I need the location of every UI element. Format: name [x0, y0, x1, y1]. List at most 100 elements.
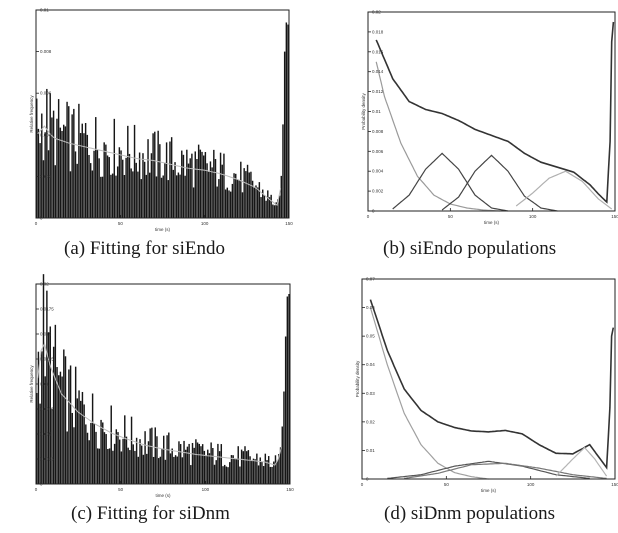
- histogram-bar: [262, 466, 265, 484]
- histogram-bar: [159, 456, 162, 484]
- component-density-line: [387, 460, 590, 479]
- y-tick-label: 0.04: [366, 362, 375, 367]
- histogram-bar: [224, 189, 227, 218]
- histogram-bar: [64, 356, 67, 484]
- y-axis-label: Probability density: [355, 360, 360, 397]
- histogram-bar: [252, 458, 255, 484]
- histogram-bar: [169, 453, 172, 484]
- histogram-bar: [152, 456, 155, 484]
- histogram-bar: [147, 139, 149, 218]
- histogram-bar: [227, 467, 229, 484]
- histogram-bar: [243, 168, 245, 218]
- histogram-bar: [255, 185, 257, 218]
- histogram-bar: [265, 200, 267, 218]
- x-tick-label: 0: [35, 221, 38, 226]
- histogram-bar: [168, 432, 170, 484]
- histogram-bar: [89, 163, 92, 218]
- histogram-bar: [203, 450, 206, 484]
- histogram-bar: [49, 326, 51, 484]
- histogram-bar: [221, 164, 223, 218]
- histogram-bar: [44, 376, 46, 484]
- mixture-density-line: [375, 21, 615, 204]
- histogram-bar: [199, 149, 202, 218]
- histogram-bar: [210, 442, 212, 484]
- y-tick-label: 0: [40, 216, 43, 221]
- y-tick-label: 0.004: [372, 169, 384, 174]
- histogram-bar: [233, 173, 235, 218]
- histogram-bar: [88, 154, 90, 218]
- histogram-bar: [211, 167, 213, 218]
- histogram-bar: [111, 173, 114, 218]
- histogram-bar: [229, 462, 231, 484]
- histogram-bar: [191, 442, 194, 484]
- panel-d-sidnm-populations: 0 50 100 150 0 0.01 0.02 0.03 0.04 0.05 0.06 0.07 ti…: [355, 277, 618, 494]
- histogram-bar: [133, 124, 136, 218]
- histogram-bar: [123, 175, 126, 218]
- component-density-line: [515, 170, 613, 210]
- histogram-bar: [246, 164, 249, 218]
- histogram-bar: [41, 351, 43, 484]
- y-tick-label: 0.002: [372, 189, 384, 194]
- histogram-bar: [56, 118, 58, 218]
- histogram-bar: [195, 439, 197, 484]
- histogram-bar: [163, 435, 165, 484]
- histogram-bar: [245, 171, 247, 218]
- histogram-bar: [105, 144, 107, 218]
- histogram-bar: [213, 464, 216, 484]
- histogram-bar: [259, 457, 261, 484]
- y-tick-label: 0.06: [366, 305, 375, 310]
- histogram-bar: [154, 427, 156, 484]
- histogram-bar: [110, 174, 112, 218]
- histogram-bar: [69, 365, 72, 484]
- histogram-bar: [287, 24, 289, 219]
- histogram-bar: [258, 182, 261, 218]
- plot-frame: [35, 9, 290, 219]
- histogram-bar: [151, 427, 153, 484]
- histogram-bar: [129, 450, 131, 484]
- histogram-bar: [115, 175, 117, 218]
- histogram-bar: [145, 174, 148, 218]
- histogram-bar: [184, 175, 186, 218]
- histogram-bar: [277, 199, 279, 218]
- histogram-bar: [240, 161, 242, 218]
- x-tick-label: 100: [202, 487, 210, 492]
- histogram-bar: [110, 405, 112, 484]
- y-tick-label: 0.0025: [40, 457, 54, 462]
- y-tick-label: 0.002: [40, 174, 52, 179]
- histogram-bar: [245, 451, 248, 484]
- histogram-bar: [160, 177, 163, 218]
- y-tick-label: 0.0075: [40, 407, 54, 412]
- histogram-bar: [162, 175, 164, 218]
- x-axis-label: time (s): [484, 220, 500, 225]
- histogram-bar: [197, 144, 200, 218]
- histogram-bar: [271, 466, 273, 484]
- histogram-bar: [186, 446, 189, 484]
- y-tick-label: 0.014: [372, 69, 384, 74]
- histogram-bar: [96, 149, 99, 218]
- y-tick-label: 0: [366, 477, 369, 482]
- histogram-bar: [284, 336, 287, 484]
- component-density-line: [441, 154, 558, 212]
- histogram-bar: [238, 180, 240, 218]
- histogram-bar: [39, 143, 41, 218]
- histogram-bar: [78, 390, 80, 484]
- histogram-bar: [219, 152, 222, 218]
- histogram-bar: [225, 466, 228, 484]
- component-density-line: [369, 307, 489, 480]
- histogram-bar: [58, 375, 60, 484]
- histogram-bar: [244, 446, 246, 484]
- histogram-bar: [275, 202, 277, 218]
- histogram-bar: [208, 171, 210, 218]
- y-axis-label: Relative frequency: [29, 365, 34, 403]
- histogram-bar: [247, 450, 250, 484]
- histogram-bar: [42, 274, 45, 484]
- histogram-bar: [64, 126, 67, 218]
- histogram-bar: [106, 155, 109, 218]
- histogram-bar: [81, 123, 83, 218]
- histogram-bar: [220, 444, 223, 484]
- histogram-bar: [165, 142, 168, 218]
- mixture-density-line: [369, 299, 615, 470]
- histogram-bar: [140, 179, 143, 218]
- histogram-bar: [52, 346, 55, 484]
- histogram-bar: [267, 456, 270, 484]
